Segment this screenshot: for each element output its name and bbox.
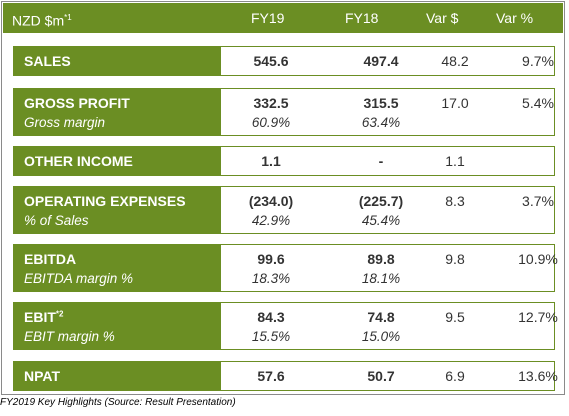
row-label-cell: OPERATING EXPENSES % of Sales [14,187,221,233]
row-npat: NPAT 57.6 50.7 6.9 13.6% [13,361,558,391]
sub-value-fy18: 63.4% [361,115,401,130]
sub-value-fy18: 45.4% [361,213,401,228]
column-header-fy18: FY18 [345,10,379,26]
row-label-cell: EBIT*2 EBIT margin % [14,303,221,349]
row-gross-profit: GROSS PROFIT Gross margin 332.5 315.5 17… [13,88,555,136]
row-label: EBITDA [24,251,77,267]
row-sales: SALES 545.6 497.4 48.2 9.7% [13,46,555,76]
value-fy18: 74.8 [367,309,395,325]
value-fy18: (225.7) [358,193,404,209]
row-label: OTHER INCOME [24,153,133,169]
value-var-dollar: 9.8 [445,251,465,267]
value-var-percent: 9.7% [522,53,554,69]
column-header-var-percent: Var % [496,10,534,26]
row-label: SALES [24,53,71,69]
figure-caption: FY2019 Key Highlights (Source: Result Pr… [0,397,236,408]
value-fy19: 545.6 [253,53,289,69]
highlights-table: NZD $m*1 FY19 FY18 Var $ Var % SALES 545… [1,1,565,395]
row-other-income: OTHER INCOME 1.1 - 1.1 [13,146,555,176]
value-var-percent: 10.9% [518,251,558,267]
value-var-dollar: 9.5 [445,309,465,325]
value-var-percent: 5.4% [522,95,554,111]
row-sublabel: Gross margin [24,115,106,130]
value-fy18: 50.7 [367,368,395,384]
table-header: NZD $m*1 FY19 FY18 Var $ Var % [3,3,563,33]
row-sublabel: EBIT margin % [24,329,115,344]
sub-value-fy18: 18.1% [361,271,401,286]
sub-value-fy19: 15.5% [251,329,291,344]
sub-value-fy19: 60.9% [251,115,291,130]
value-fy19: 57.6 [257,368,285,384]
value-fy19: 99.6 [257,251,285,267]
value-fy19: 1.1 [261,153,281,169]
value-fy18: 497.4 [363,53,399,69]
value-var-percent: 13.6% [518,368,558,384]
sub-value-fy19: 18.3% [251,271,291,286]
value-var-dollar: 8.3 [445,193,465,209]
value-fy18: 89.8 [367,251,395,267]
value-var-percent: 12.7% [518,309,558,325]
column-header-var-dollar: Var $ [426,10,459,26]
row-label: NPAT [24,368,61,384]
value-fy18: - [378,153,384,169]
row-ebitda: EBITDA EBITDA margin % 99.6 89.8 9.8 10.… [13,244,558,292]
unit-label: NZD $m*1 [12,12,72,29]
value-var-dollar: 17.0 [441,95,469,111]
row-sublabel: % of Sales [24,213,89,228]
row-label-cell: SALES [14,47,221,75]
value-var-percent: 3.7% [522,193,554,209]
value-var-dollar: 48.2 [441,53,469,69]
column-header-fy19: FY19 [251,10,285,26]
row-label: OPERATING EXPENSES [24,193,186,209]
value-fy19: (234.0) [248,193,294,209]
row-ebit: EBIT*2 EBIT margin % 84.3 74.8 9.5 12.7%… [13,302,558,350]
value-fy18: 315.5 [363,95,399,111]
value-fy19: 84.3 [257,309,285,325]
sub-value-fy18: 15.0% [361,329,401,344]
row-operating-expenses: OPERATING EXPENSES % of Sales (234.0) (2… [13,186,555,234]
row-label-cell: OTHER INCOME [14,147,221,175]
row-sublabel: EBITDA margin % [24,271,134,286]
value-var-dollar: 1.1 [445,153,465,169]
row-label-cell: NPAT [14,362,221,390]
row-label: GROSS PROFIT [24,95,130,111]
row-label-cell: EBITDA EBITDA margin % [14,245,221,291]
row-label-cell: GROSS PROFIT Gross margin [14,89,221,135]
row-label: EBIT*2 [24,309,64,325]
sub-value-fy19: 42.9% [251,213,291,228]
value-fy19: 332.5 [253,95,289,111]
value-var-dollar: 6.9 [445,368,465,384]
